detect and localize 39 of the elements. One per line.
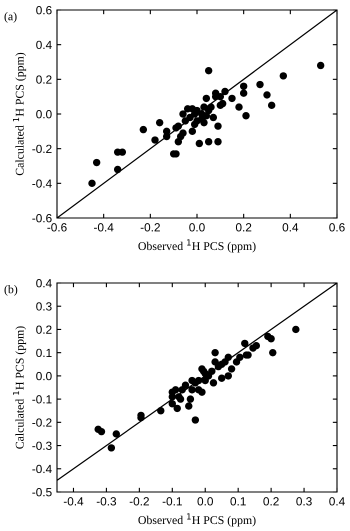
y-tick-label: 0.2 [36, 325, 52, 334]
x-tick-label: -0.2 [140, 223, 160, 232]
x-tick-label: 0.2 [263, 497, 279, 506]
y-tick-label: -0.6 [32, 214, 52, 222]
x-tick-label: 0.0 [189, 223, 205, 232]
x-axis-title: Observed $^{1}$H PCS (ppm) [138, 513, 256, 526]
x-tick-label: 0.4 [282, 223, 298, 232]
y-tick-label: 0.0 [36, 372, 52, 380]
y-tick-label: 0.6 [36, 6, 52, 14]
y-tick-label: 0.4 [36, 279, 52, 288]
x-tick-label: 0.1 [230, 497, 246, 506]
y-axis-title: Calculated $^{1}$H PCS (ppm) [13, 52, 26, 176]
x-tick-label: -0.4 [64, 497, 84, 506]
y-tick-label: -0.4 [32, 464, 52, 474]
x-tick-label: 0.2 [236, 223, 252, 232]
y-tick-label: -0.2 [32, 418, 52, 427]
y-tick-label: 0.3 [36, 302, 52, 311]
x-tick-label: 0.3 [296, 497, 312, 506]
y-tick-label: 0.2 [36, 75, 52, 84]
x-tick-label: 0.6 [329, 223, 345, 232]
x-axis-title: Observed $^{1}$H PCS (ppm) [138, 239, 256, 252]
x-tick-label: 0.0 [197, 497, 213, 506]
y-tick-label: -0.4 [32, 179, 52, 188]
x-tick-label: -0.2 [130, 497, 149, 506]
x-tick-label: -0.4 [94, 223, 114, 232]
y-tick-label: -0.1 [32, 395, 52, 404]
chart-title: (a) [4, 12, 17, 23]
x-tick-label: 0.4 [329, 497, 345, 506]
y-tick-label: -0.3 [32, 442, 52, 450]
y-tick-label: 0.4 [36, 40, 52, 50]
y-tick-label: -0.2 [32, 144, 52, 154]
chart-title: (b) [4, 285, 18, 296]
x-tick-label: -0.3 [96, 497, 116, 506]
y-tick-label: -0.5 [32, 488, 52, 496]
x-tick-label: -0.6 [47, 223, 67, 232]
x-tick-label: -0.1 [162, 497, 182, 506]
y-tick-label: 0.0 [36, 110, 52, 118]
y-tick-label: 0.1 [36, 348, 52, 358]
y-axis-title: Calculated $^{1}$H PCS (ppm) [13, 326, 26, 449]
